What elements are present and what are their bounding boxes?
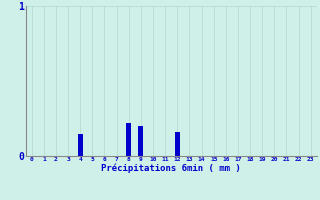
Bar — [78, 134, 83, 156]
Bar — [139, 126, 143, 156]
Bar — [175, 132, 180, 156]
X-axis label: Précipitations 6min ( mm ): Précipitations 6min ( mm ) — [101, 164, 241, 173]
Bar — [126, 123, 131, 156]
